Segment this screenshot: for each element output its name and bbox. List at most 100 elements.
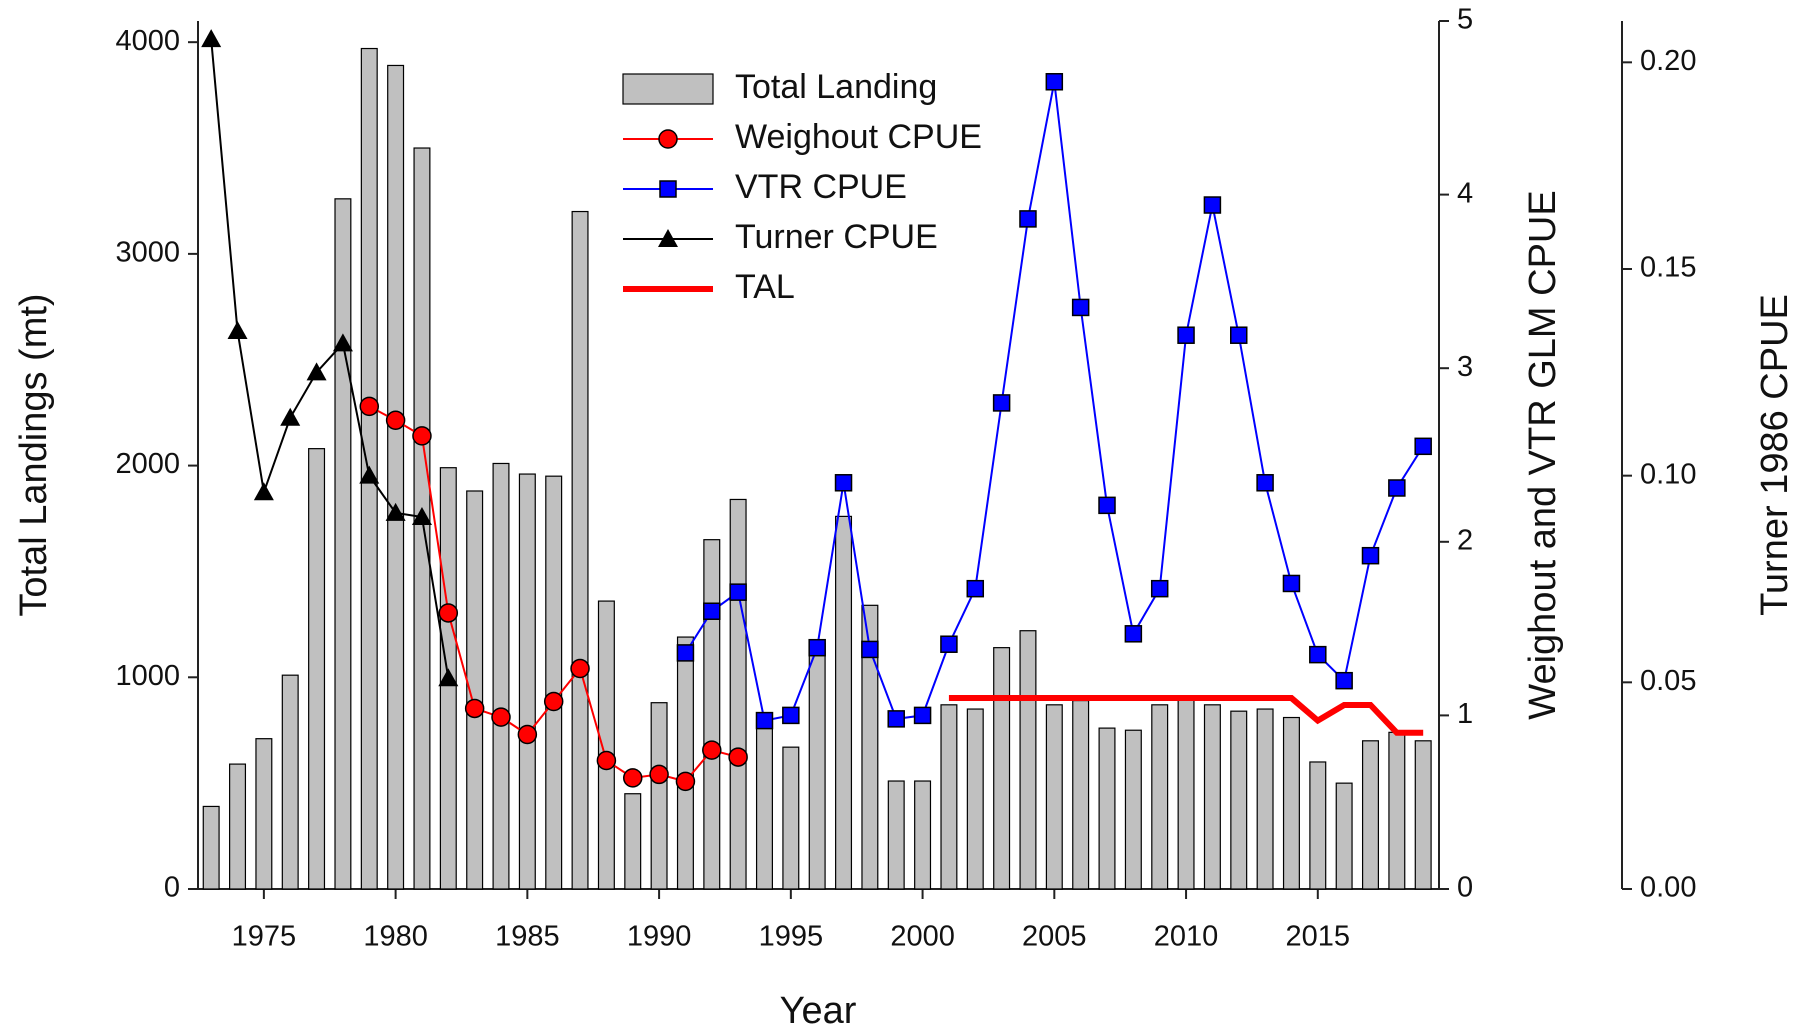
marker — [1150, 579, 1169, 598]
marker — [622, 768, 643, 788]
bar — [229, 763, 247, 890]
bar — [571, 210, 589, 890]
marker — [1309, 645, 1327, 664]
y-tick-label: 2000 — [115, 448, 180, 480]
marker — [1256, 474, 1274, 492]
marker — [728, 747, 748, 767]
marker — [1414, 437, 1432, 456]
marker — [1098, 496, 1116, 515]
x-tick-label: 1995 — [759, 921, 824, 953]
marker — [675, 771, 696, 792]
marker — [659, 180, 677, 198]
y3-axis-label: Turner 1986 CPUE — [1754, 294, 1796, 616]
bar — [940, 704, 958, 890]
marker — [385, 502, 406, 521]
marker — [966, 579, 985, 598]
bar — [861, 604, 879, 890]
marker — [385, 410, 406, 431]
marker — [412, 426, 432, 446]
y-tick-label: 3000 — [115, 237, 180, 269]
marker — [438, 603, 459, 623]
x-axis-label: Year — [780, 990, 857, 1032]
y-axis-label: Total Landings (mt) — [13, 293, 55, 616]
marker — [596, 750, 617, 771]
bar — [993, 647, 1011, 890]
marker — [1335, 671, 1353, 690]
x-tick-label: 1985 — [495, 921, 560, 953]
y3-tick-label: 0.10 — [1640, 458, 1696, 490]
bar — [1414, 740, 1432, 890]
bar — [1045, 704, 1063, 890]
marker — [491, 707, 511, 727]
bar — [1388, 731, 1406, 890]
line — [948, 695, 1424, 736]
marker — [658, 229, 678, 247]
marker — [570, 658, 590, 679]
x-tick-label: 2010 — [1154, 921, 1219, 953]
marker — [1361, 546, 1380, 565]
bar — [1309, 761, 1327, 890]
bar — [887, 780, 905, 890]
marker — [913, 706, 932, 725]
bar — [281, 674, 299, 890]
marker — [1230, 326, 1248, 344]
marker — [227, 321, 248, 339]
marker — [543, 691, 564, 712]
marker — [702, 740, 722, 760]
marker — [940, 635, 958, 653]
bar — [835, 515, 853, 890]
bar — [676, 636, 694, 890]
marker — [887, 710, 905, 728]
y3-tick-label: 0.05 — [1640, 665, 1696, 697]
marker — [703, 602, 721, 620]
bar — [1282, 716, 1300, 890]
bar — [334, 198, 352, 890]
bar — [518, 473, 536, 890]
marker — [729, 583, 747, 601]
bar — [808, 642, 826, 890]
bar — [1098, 727, 1116, 890]
y2-tick-label: 4 — [1457, 177, 1473, 209]
x-tick-label: 1975 — [232, 921, 297, 953]
bar — [1335, 782, 1353, 890]
bar — [545, 475, 563, 890]
y-tick-label: 4000 — [115, 25, 180, 57]
bar — [914, 780, 932, 890]
legend-swatch — [622, 73, 714, 105]
marker — [861, 640, 879, 659]
bar — [492, 462, 510, 890]
bar — [782, 746, 800, 890]
bar — [703, 539, 721, 890]
bar — [1151, 704, 1169, 890]
marker — [464, 698, 485, 719]
marker — [658, 129, 678, 149]
marker — [676, 644, 695, 662]
marker — [411, 507, 432, 525]
y2-tick-label: 1 — [1457, 698, 1473, 730]
y2-axis-label: Weighout and VTR GLM CPUE — [1522, 190, 1564, 719]
legend-label: VTR CPUE — [735, 168, 907, 206]
bar — [387, 64, 405, 890]
y2-tick-label: 3 — [1457, 351, 1473, 383]
x-tick-label: 2000 — [890, 921, 955, 953]
marker — [1071, 298, 1090, 317]
marker — [359, 465, 380, 484]
bar — [255, 738, 273, 890]
marker — [280, 407, 301, 426]
x-tick-label: 2015 — [1286, 921, 1351, 953]
y2-tick-label: 5 — [1457, 4, 1473, 36]
bar — [1361, 740, 1379, 890]
marker — [649, 764, 669, 785]
bar — [624, 793, 642, 890]
bar — [597, 600, 615, 890]
marker — [782, 706, 800, 725]
bar — [308, 448, 326, 890]
x-tick-label: 2005 — [1022, 921, 1087, 953]
legend-label: TAL — [735, 268, 795, 306]
marker — [834, 474, 853, 492]
marker — [438, 668, 459, 687]
marker — [253, 482, 274, 501]
bar — [1230, 710, 1248, 890]
y3-tick-label: 0.00 — [1640, 872, 1696, 904]
